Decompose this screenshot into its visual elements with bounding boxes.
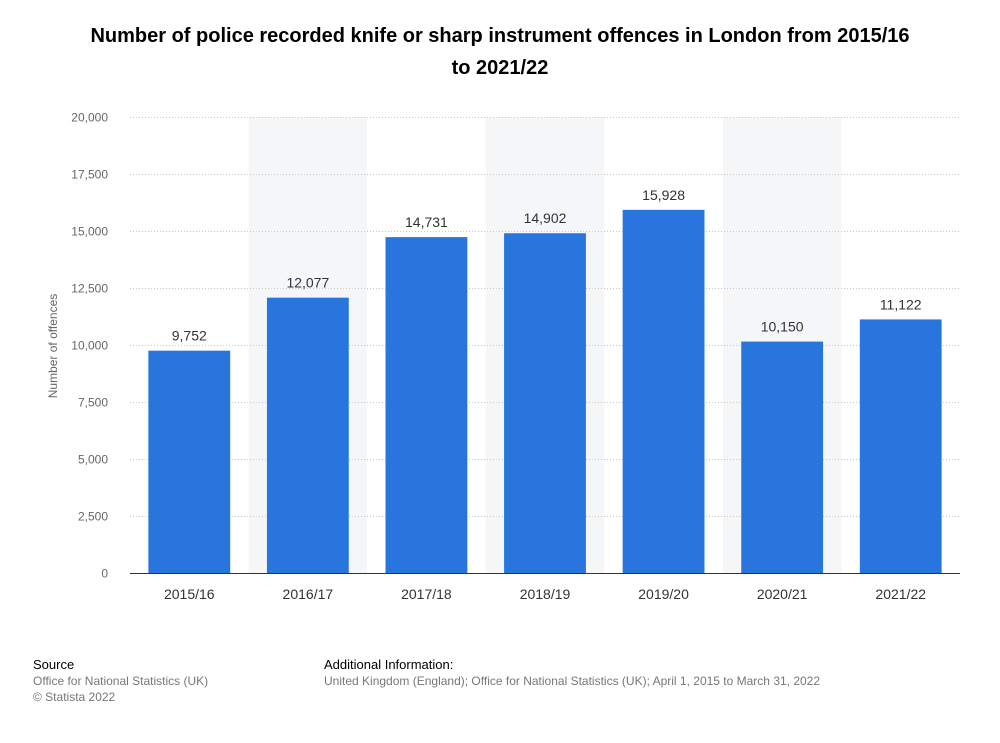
x-tick-label: 2018/19 bbox=[520, 586, 571, 602]
y-tick-label: 10,000 bbox=[71, 339, 108, 353]
bar-2017/18 bbox=[385, 237, 468, 574]
bar-2015/16 bbox=[148, 350, 231, 573]
x-tick-label: 2016/17 bbox=[283, 586, 334, 602]
source-heading: Source bbox=[33, 657, 75, 672]
x-tick-label: 2019/20 bbox=[638, 586, 689, 602]
y-tick-label: 2,500 bbox=[78, 510, 108, 524]
y-axis-ticks: 0 2,500 5,000 7,500 10,000 12,500 15,000 17,500… bbox=[71, 111, 108, 581]
data-label: 15,928 bbox=[642, 187, 685, 203]
bar-2021/22 bbox=[859, 319, 942, 573]
y-tick-label: 12,500 bbox=[71, 282, 108, 296]
y-tick-label: 15,000 bbox=[71, 225, 108, 239]
y-axis-label: Number of offences bbox=[46, 294, 60, 399]
value-labels: 9,752 12,077 14,731 14,902 15,928 10,150 11,12… bbox=[172, 187, 922, 344]
additional-info-heading: Additional Information: bbox=[324, 657, 454, 672]
y-tick-label: 17,500 bbox=[71, 168, 108, 182]
data-label: 11,122 bbox=[880, 296, 922, 312]
x-tick-label: 2021/22 bbox=[875, 586, 926, 602]
y-tick-label: 0 bbox=[101, 567, 108, 581]
source-line-2: © Statista 2022 bbox=[33, 690, 116, 704]
additional-info-block: Additional Information: United Kingdom (… bbox=[324, 657, 820, 689]
data-label: 14,731 bbox=[405, 214, 448, 230]
data-label: 14,902 bbox=[524, 210, 567, 226]
y-tick-label: 5,000 bbox=[78, 453, 108, 467]
bar-chart: 0 2,500 5,000 7,500 10,000 12,500 15,000 17,500… bbox=[46, 111, 960, 602]
x-axis-ticks: 2015/16 2016/17 2017/18 2018/19 2019/20 2020/… bbox=[164, 586, 926, 602]
bar-2016/17 bbox=[266, 297, 349, 573]
data-label: 10,150 bbox=[761, 319, 804, 335]
bar-2019/20 bbox=[622, 209, 705, 573]
bar-2018/19 bbox=[504, 233, 586, 573]
y-tick-label: 20,000 bbox=[71, 111, 108, 125]
data-label: 9,752 bbox=[172, 328, 207, 344]
bars bbox=[148, 209, 942, 574]
additional-info-text: United Kingdom (England); Office for Nat… bbox=[324, 674, 821, 688]
source-block: Source Office for National Statistics (U… bbox=[33, 657, 208, 705]
data-label: 12,077 bbox=[286, 275, 329, 291]
source-line-1: Office for National Statistics (UK) bbox=[33, 674, 209, 688]
bar-2020/21 bbox=[741, 341, 824, 573]
chart-title: Number of police recorded knife or sharp… bbox=[90, 25, 910, 79]
y-tick-label: 7,500 bbox=[78, 396, 108, 410]
x-tick-label: 2015/16 bbox=[164, 586, 215, 602]
x-tick-label: 2020/21 bbox=[757, 586, 808, 602]
x-tick-label: 2017/18 bbox=[401, 586, 452, 602]
